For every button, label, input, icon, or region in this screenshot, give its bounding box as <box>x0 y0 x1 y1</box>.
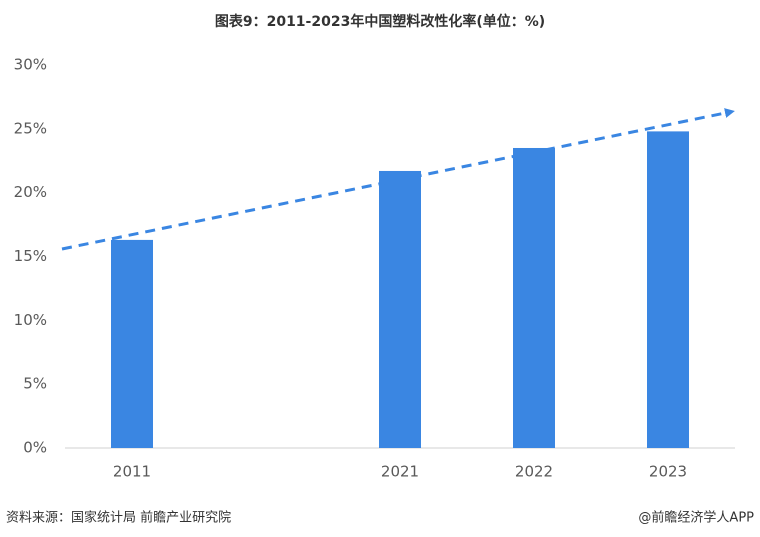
source: 资料来源：国家统计局 前瞻产业研究院 <box>6 510 231 526</box>
plot-area: 0% 5% 10% 15% 20% 25% 30% 2011 2021 2022 2023 <box>14 56 735 481</box>
x-tick-label: 2023 <box>649 463 687 481</box>
x-tick-label: 2022 <box>515 463 553 481</box>
bar <box>379 170 421 449</box>
trend-arrow <box>61 108 735 251</box>
y-tick-label: 30% <box>14 56 47 74</box>
chart-title: 图表9：2011-2023年中国塑料改性化率(单位：%) <box>215 13 545 30</box>
credit: @前瞻经济学人APP <box>638 510 754 526</box>
x-tick-label: 2021 <box>381 463 419 481</box>
y-tick-label: 5% <box>23 375 47 393</box>
bar <box>513 147 555 448</box>
y-tick-label: 15% <box>14 247 47 265</box>
y-tick-label: 25% <box>14 119 47 137</box>
y-tick-label: 20% <box>14 183 47 201</box>
bar <box>647 131 689 449</box>
y-tick-label: 0% <box>23 439 47 457</box>
bar <box>111 239 153 448</box>
x-tick-label: 2011 <box>113 463 151 481</box>
y-tick-label: 10% <box>14 311 47 329</box>
